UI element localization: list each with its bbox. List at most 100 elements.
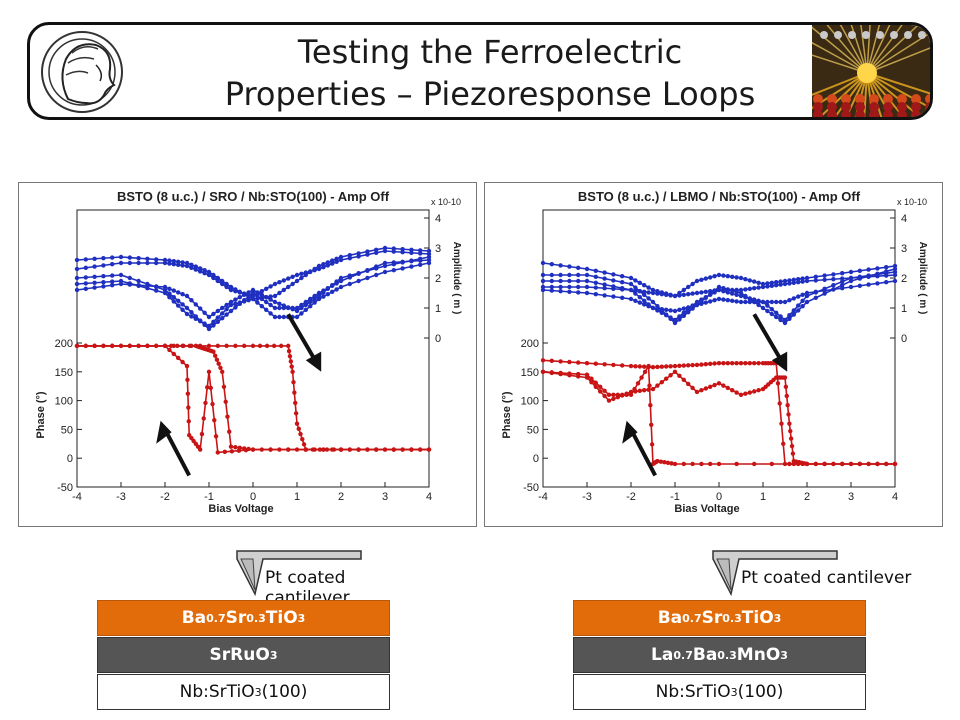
amplitude-point <box>813 295 818 300</box>
lattice-atom <box>911 94 921 104</box>
amplitude-point <box>549 278 554 284</box>
amplitude-point <box>325 260 330 265</box>
layer-mid: La 0.7 Ba 0.3 MnO 3 <box>573 637 866 673</box>
phase-point <box>356 447 361 452</box>
amplitude-point <box>206 323 212 329</box>
sweep-up-arrow <box>163 428 191 477</box>
light-ray <box>866 25 881 74</box>
amplitude-point <box>220 305 225 311</box>
amplitude-point <box>730 291 735 296</box>
amplitude-point <box>180 260 185 265</box>
phase-point <box>775 381 781 386</box>
phase-point <box>708 461 713 467</box>
amplitude-point <box>246 294 251 299</box>
phase-point <box>784 393 789 399</box>
amplitude-point <box>303 307 308 312</box>
amplitude-point <box>760 305 766 311</box>
phase-point <box>857 461 862 467</box>
amplitude-point <box>774 310 779 315</box>
amplitude-point <box>101 263 106 268</box>
amplitude-point <box>426 254 432 260</box>
formula-subscript: 3 <box>269 648 278 662</box>
amplitude-point <box>831 277 836 282</box>
x-tick-label: -1 <box>670 491 680 503</box>
phase-point <box>391 447 396 452</box>
amplitude-point <box>668 315 673 320</box>
amplitude-point <box>426 248 432 254</box>
phase-point <box>298 431 303 437</box>
amplitude-point <box>299 275 304 281</box>
sweep-up-arrowhead <box>622 420 638 444</box>
cantilever-icon <box>712 550 838 596</box>
phase-point <box>593 380 598 385</box>
amplitude-point <box>118 260 124 266</box>
x-axis-label: Bias Voltage <box>208 503 273 515</box>
amplitude-point <box>734 275 739 280</box>
phase-point <box>730 388 735 393</box>
amplitude-point <box>628 287 634 293</box>
phase-point <box>127 343 132 349</box>
formula-text: Ba <box>692 645 718 665</box>
amplitude-point <box>338 275 344 281</box>
phase-point <box>303 447 308 452</box>
amplitude-point <box>277 301 282 306</box>
amplitude-point <box>677 314 682 319</box>
amplitude-point <box>193 302 198 307</box>
amplitude-point <box>391 262 396 267</box>
amplitude-point <box>712 274 717 279</box>
amplitude-point <box>694 302 700 308</box>
amplitude-point <box>382 245 388 251</box>
phase-point <box>694 389 700 395</box>
amplitude-point <box>734 292 739 297</box>
amplitude-point <box>171 295 176 300</box>
lattice-atom <box>841 102 851 112</box>
phase-point <box>589 376 594 381</box>
amplitude-point <box>101 256 106 261</box>
amplitude-point <box>255 290 260 295</box>
amplitude-point <box>642 283 647 288</box>
amplitude-point <box>198 306 203 311</box>
layer-top: Ba 0.7 Sr 0.3 TiO 3 <box>573 600 866 636</box>
amplitude-point <box>268 284 273 289</box>
amplitude-point <box>167 291 172 296</box>
light-ray <box>860 25 868 74</box>
amplitude-point <box>655 306 660 311</box>
formula-text: Nb:SrTiO <box>655 682 731 702</box>
phase-point <box>602 388 607 394</box>
amplitude-point <box>356 251 361 256</box>
amplitude-point <box>92 285 97 290</box>
phase-point <box>293 400 298 406</box>
amplitude-point <box>374 247 379 252</box>
amplitude-point <box>118 272 124 278</box>
formula-subscript: 3 <box>297 611 306 625</box>
amplitude-point <box>540 278 546 284</box>
phase-point <box>208 385 213 391</box>
amplitude-point <box>611 272 616 277</box>
phase-point <box>699 461 704 467</box>
lattice-atom <box>841 110 851 117</box>
amplitude-point <box>189 310 194 315</box>
amplitude-point <box>765 308 770 314</box>
amplitude-point <box>303 272 308 278</box>
amplitude-point <box>233 287 238 292</box>
phase-point <box>752 461 757 467</box>
amplitude-tick-label: 2 <box>901 273 907 285</box>
phase-point <box>822 461 827 467</box>
amplitude-point <box>752 286 757 291</box>
amplitude-point <box>708 299 713 304</box>
amplitude-point <box>672 317 678 323</box>
amplitude-point <box>264 299 269 305</box>
amplitude-point <box>325 292 330 297</box>
amplitude-point <box>268 302 273 308</box>
phase-tick-label: 150 <box>521 367 539 379</box>
formula-subscript: 3 <box>730 685 738 699</box>
amplitude-point <box>308 304 313 309</box>
amplitude-point <box>272 314 278 320</box>
phase-point <box>747 390 752 395</box>
lattice-atom <box>869 94 879 104</box>
amplitude-point <box>672 293 678 299</box>
phase-point <box>250 343 256 349</box>
amplitude-point <box>220 311 225 316</box>
sweep-down-arrow <box>286 313 319 365</box>
amplitude-point <box>787 316 792 321</box>
